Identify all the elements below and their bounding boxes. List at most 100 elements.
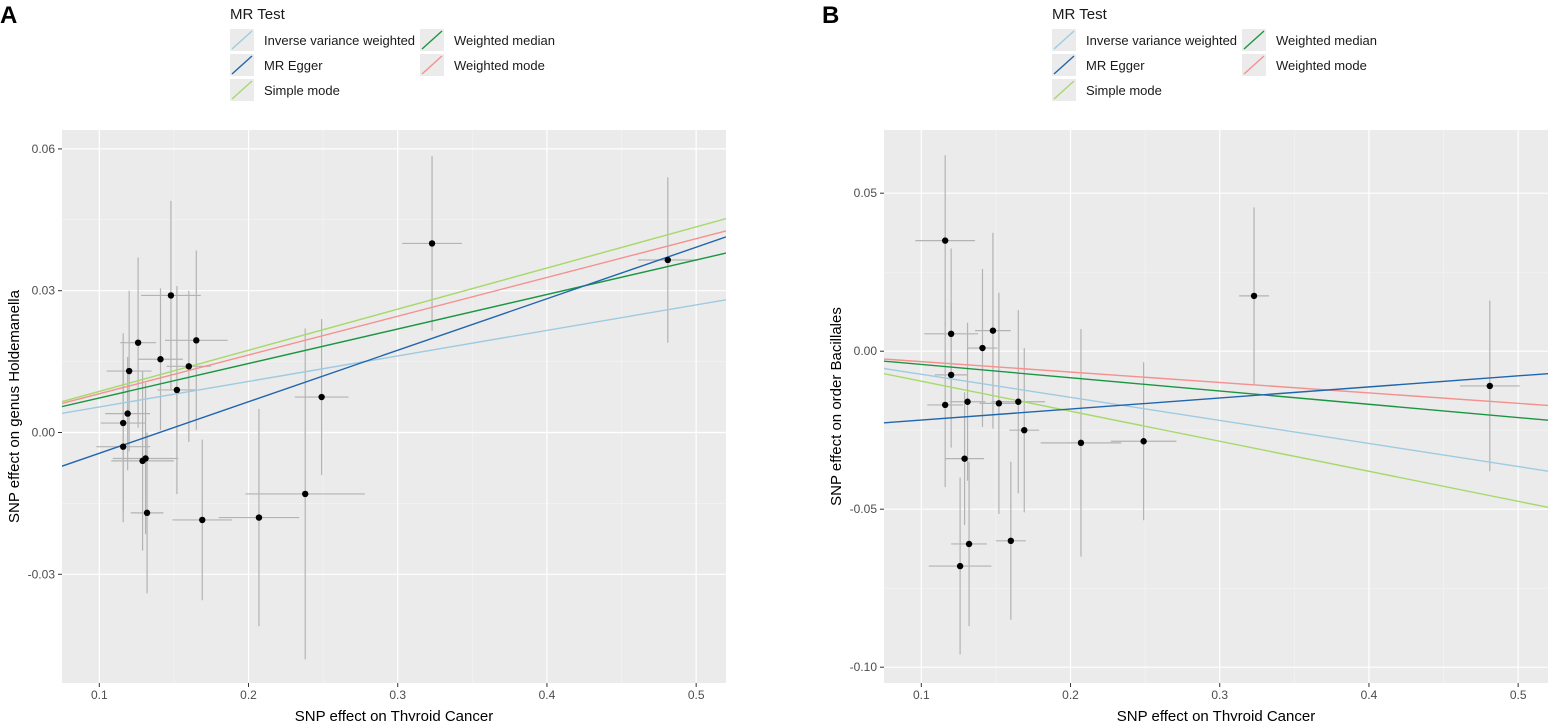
data-point [142, 455, 149, 462]
legend-label-ivw: Inverse variance weighted [1086, 32, 1238, 48]
data-point [947, 330, 955, 338]
regression-line-mr-egger [62, 236, 726, 467]
legend-item-mr-egger: MR Egger [1052, 54, 1242, 76]
regression-line-weighted-median [62, 252, 726, 408]
legend-line-swatch [231, 30, 253, 50]
data-point [119, 443, 127, 450]
legend-grid: Inverse variance weighted Weighted media… [1052, 29, 1432, 101]
regression-line-inverse-variance-weighted [62, 299, 726, 415]
legend-item-weighted-median: Weighted median [1242, 29, 1432, 51]
data-point [255, 514, 263, 521]
data-point [167, 292, 175, 299]
legend-item-simple-mode: Simple mode [1052, 79, 1242, 101]
data-point [941, 401, 949, 409]
legend-key-weighted-median [1242, 29, 1266, 51]
y-tick-label: -0.05 [850, 502, 878, 516]
x-tick-label: 0.5 [688, 688, 705, 702]
panel-label-a: A [0, 2, 18, 29]
regression-line-weighted-mode [62, 230, 726, 405]
legend-item-weighted-mode: Weighted mode [1242, 54, 1432, 76]
y-tick-label: -0.10 [850, 660, 878, 674]
legend-key-mr-egger [230, 54, 254, 76]
regression-line-mr-egger [884, 372, 1548, 424]
x-tick-label: 0.4 [1361, 688, 1378, 702]
x-axis-title: SNP effect on Thyroid Cancer [295, 708, 493, 721]
legend-line-swatch [1053, 30, 1075, 50]
y-tick-label: 0.00 [32, 425, 56, 439]
legend-key-simple-mode [230, 79, 254, 101]
regression-lines [884, 358, 1548, 508]
legend-label-weighted-median: Weighted median [454, 32, 555, 48]
regression-line-simple-mode [884, 373, 1548, 508]
legend-label-weighted-median: Weighted median [1276, 32, 1377, 48]
x-tick-label: 0.5 [1510, 688, 1527, 702]
regression-line-weighted-median [884, 360, 1548, 421]
legend-item-weighted-median: Weighted median [420, 29, 610, 51]
legend-label-simple-mode: Simple mode [1086, 82, 1162, 98]
x-tick-label: 0.3 [1211, 688, 1228, 702]
legend-label-weighted-mode: Weighted mode [1276, 57, 1367, 73]
y-tick-label: -0.03 [28, 567, 56, 581]
data-point [199, 516, 206, 524]
legend-label-weighted-mode: Weighted mode [454, 57, 545, 73]
data-point [947, 371, 955, 379]
legend-key-ivw [230, 29, 254, 51]
data-point [979, 344, 986, 352]
data-point [664, 256, 672, 264]
x-tick-label: 0.1 [913, 688, 930, 702]
x-tick-label: 0.1 [91, 688, 108, 702]
legend-line-swatch [1243, 30, 1265, 50]
data-point [965, 540, 973, 548]
legend-line-swatch [421, 30, 443, 50]
legend-title: MR Test [1052, 6, 1107, 23]
legend-item-weighted-mode: Weighted mode [420, 54, 610, 76]
panel-b: B MR Test Inverse variance weighted Weig… [822, 0, 1548, 721]
data-point [157, 356, 164, 363]
legend-key-ivw [1052, 29, 1076, 51]
y-tick-label: 0.00 [854, 344, 878, 358]
x-tick-label: 0.2 [240, 688, 257, 702]
legend-line-swatch [1053, 55, 1075, 75]
data-point [1007, 537, 1015, 544]
plot-background [62, 130, 726, 683]
legend-key-weighted-mode [420, 54, 444, 76]
data-point [134, 339, 142, 346]
data-point [428, 240, 436, 247]
data-point [124, 410, 131, 417]
y-tick-label: 0.03 [32, 284, 56, 298]
legend-label-ivw: Inverse variance weighted [264, 32, 416, 48]
legend-label-simple-mode: Simple mode [264, 82, 340, 98]
legend-line-swatch [231, 80, 253, 100]
data-point [989, 327, 997, 334]
data-point [941, 237, 949, 244]
legend-item-simple-mode: Simple mode [230, 79, 420, 101]
legend-item-ivw: Inverse variance weighted [230, 29, 420, 51]
legend: MR Test Inverse variance weighted Weight… [230, 6, 610, 101]
data-point [964, 398, 971, 405]
data-point [302, 490, 309, 498]
panel-label-b: B [822, 2, 840, 29]
legend-key-simple-mode [1052, 79, 1076, 101]
data-point [193, 337, 200, 344]
data-point [1021, 427, 1028, 434]
scatter-plot-b: 0.1 0.2 0.3 0.4 0.5 -0.10 -0.05 0.00 0.05 SNP eff… [828, 130, 1548, 721]
data-point [173, 386, 181, 394]
legend-label-mr-egger: MR Egger [264, 57, 323, 73]
data-point [143, 509, 151, 517]
x-tick-label: 0.4 [539, 688, 556, 702]
data-point [1486, 382, 1494, 390]
x-axis-title: SNP effect on Thyroid Cancer [1117, 708, 1315, 721]
data-point [995, 400, 1003, 407]
data-point [1077, 439, 1085, 447]
legend-title: MR Test [230, 6, 285, 23]
legend-key-weighted-median [420, 29, 444, 51]
legend-line-swatch [231, 55, 253, 75]
data-point [185, 363, 193, 370]
panel-a: A MR Test Inverse variance weighted Weig… [0, 2, 726, 721]
legend-line-swatch [1053, 80, 1075, 100]
legend-item-mr-egger: MR Egger [230, 54, 420, 76]
regression-line-weighted-mode [884, 358, 1548, 407]
data-point [125, 367, 133, 375]
x-tick-label: 0.2 [1062, 688, 1079, 702]
data-point [1015, 398, 1022, 405]
